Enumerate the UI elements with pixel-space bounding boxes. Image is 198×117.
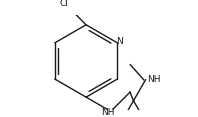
- Text: NH: NH: [147, 75, 161, 84]
- Text: Cl: Cl: [59, 0, 68, 8]
- Text: N: N: [116, 37, 123, 46]
- Text: NH: NH: [101, 108, 115, 117]
